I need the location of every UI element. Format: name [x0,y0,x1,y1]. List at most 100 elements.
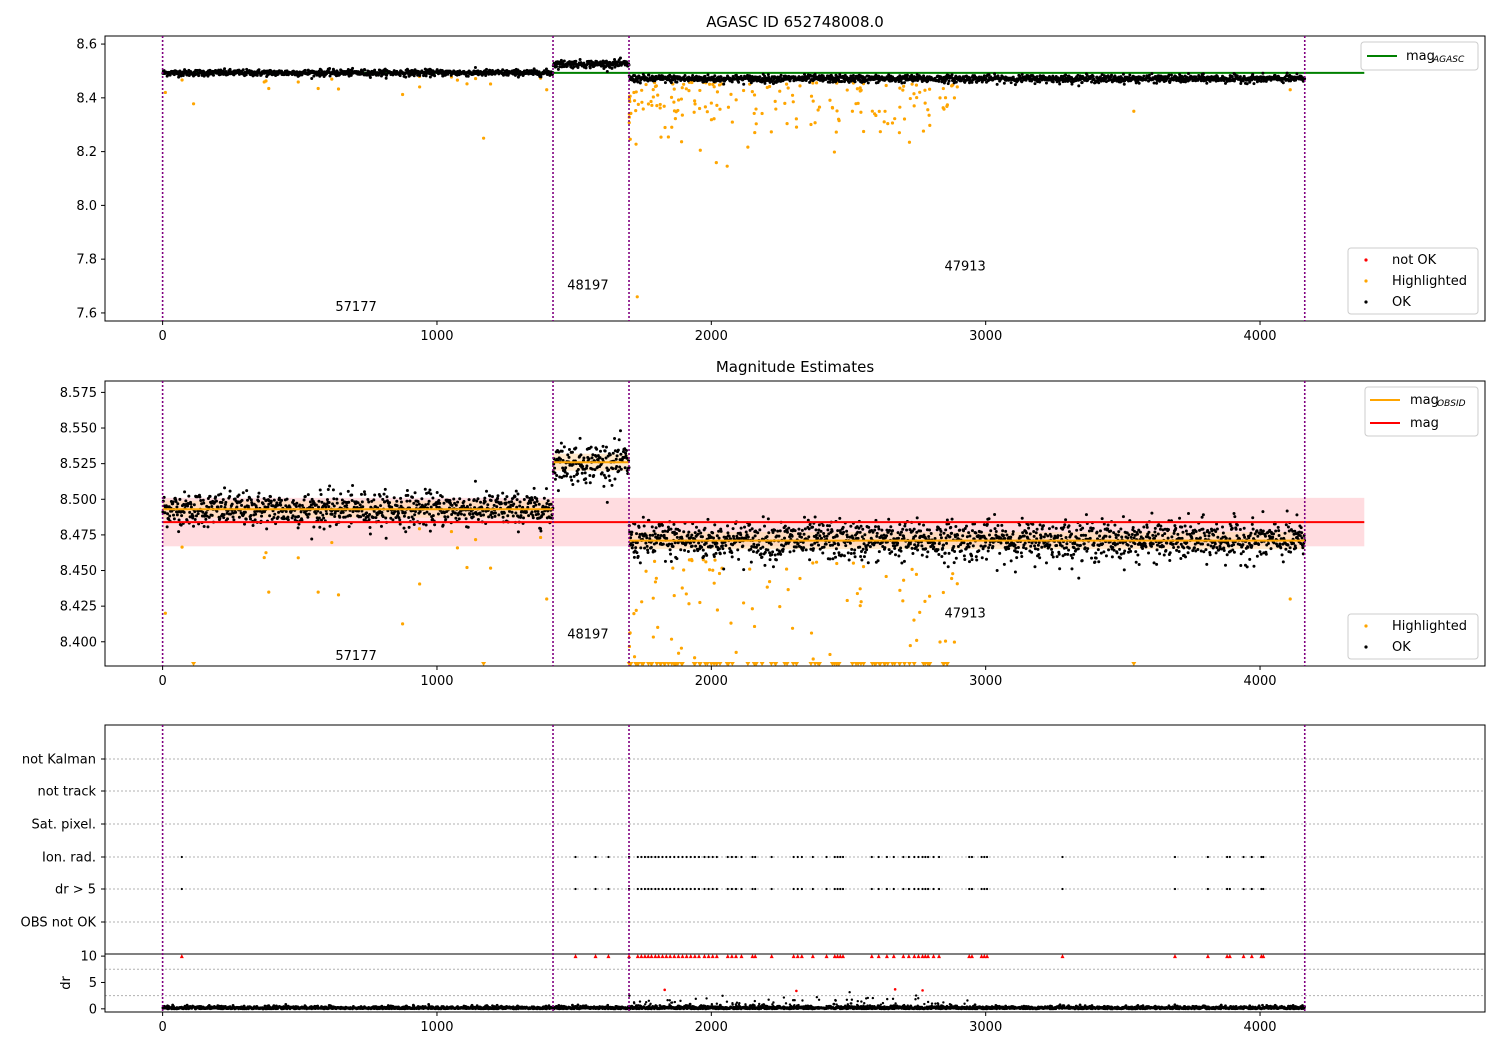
ok-point [690,533,694,537]
ok-point [462,504,466,508]
ok-point [544,67,548,71]
ok-point [1058,82,1062,86]
ok-point [235,505,239,509]
ok-point [282,517,286,521]
ok-point [614,457,618,461]
ok-point [519,514,523,518]
ok-point [572,65,576,69]
ok-point [388,501,392,505]
ok-point [899,549,903,553]
highlighted-point [191,102,196,106]
highlighted-point [634,108,638,113]
highlighted-point [952,640,957,644]
ok-point [163,511,167,515]
ok-point [877,527,881,531]
ok-point [663,529,667,533]
ok-point [464,517,468,521]
ok-point [793,529,797,533]
ok-point [751,536,755,540]
ok-point [265,527,269,531]
ok-point [617,469,621,473]
ok-point [351,66,355,70]
ok-point [813,541,817,545]
highlighted-point [862,129,866,134]
ok-point [650,525,654,529]
highlighted-point [883,109,887,113]
ok-point [947,79,951,83]
ok-point [763,524,767,528]
ok-point [669,552,673,556]
ok-point [512,502,516,506]
highlighted-point [715,608,720,612]
ok-point [331,488,335,492]
highlighted-point [449,529,454,534]
ok-point [819,529,823,533]
ok-point [468,503,472,507]
ok-point [602,484,606,488]
ok-point [742,82,746,86]
ok-point [385,495,389,499]
ok-point [356,501,360,505]
ok-point [260,514,264,518]
ok-point [562,474,566,478]
ok-point [677,529,681,533]
ok-point [637,525,641,529]
highlighted-point [794,117,798,121]
ok-point [502,511,506,515]
highlighted-point [955,85,959,89]
ok-point [1261,71,1265,75]
ok-point [1137,81,1141,85]
ok-point [1128,73,1132,77]
ok-point [1201,72,1205,76]
ok-point [566,453,570,457]
ok-point [590,456,594,460]
ok-point [583,471,587,475]
highlighted-point [417,527,422,531]
highlighted-point [634,142,638,146]
highlighted-point [855,87,859,91]
ok-point [937,542,941,546]
ok-point [690,544,694,548]
highlighted-point [790,626,795,630]
ok-point [700,545,704,549]
ok-point [218,516,222,520]
ok-point [201,510,205,514]
ok-point [210,505,214,509]
ok-point [446,515,450,519]
highlighted-point [878,130,882,134]
ok-point [800,528,804,532]
highlighted-point [845,598,849,603]
ok-point [631,543,635,547]
ok-point [539,529,543,533]
highlighted-point [663,125,667,130]
ok-point [618,429,622,433]
ok-point [423,487,427,491]
ok-point [1035,75,1039,79]
ok-point [828,524,832,528]
highlighted-point [418,85,422,89]
highlighted-point [910,82,914,86]
ok-point [765,535,769,539]
ok-point [950,73,954,77]
ok-point [710,544,714,548]
highlighted-point [488,566,493,570]
ok-point [766,548,770,552]
ok-point [450,503,454,507]
highlighted-point [717,571,722,576]
ok-point [404,75,408,79]
ok-point [834,555,838,559]
highlighted-point [482,136,486,140]
highlighted-point [669,95,674,99]
ok-point [484,74,488,78]
ok-point [825,534,829,538]
ok-point [750,527,754,531]
highlighted-point [837,119,841,123]
ok-point [713,523,717,527]
ok-point [619,452,623,456]
highlighted-point [902,84,906,88]
highlighted-point [682,568,686,572]
ok-point [420,497,424,501]
ok-point [245,489,249,493]
ok-point [849,524,853,528]
highlighted-point [715,90,720,94]
